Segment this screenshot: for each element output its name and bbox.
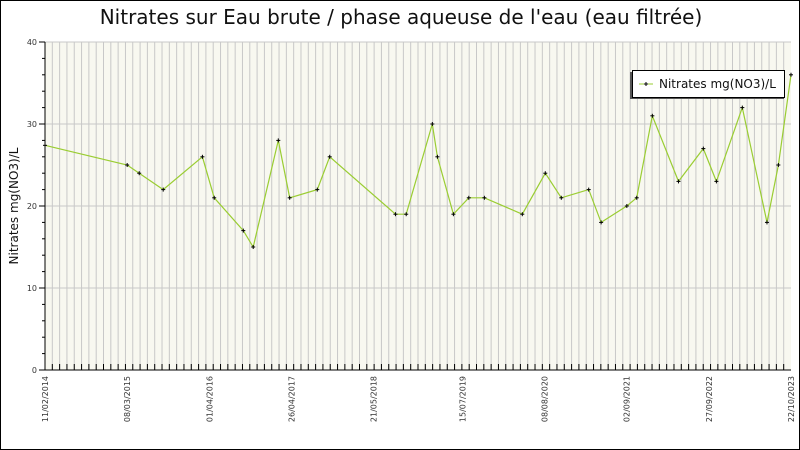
data-point xyxy=(276,138,281,143)
data-point xyxy=(624,204,629,208)
x-tick-label: 15/07/2019 xyxy=(458,376,467,422)
data-point xyxy=(789,72,793,77)
x-tick-label: 11/02/2014 xyxy=(41,376,50,422)
data-point xyxy=(43,143,47,148)
data-point xyxy=(466,195,471,200)
x-tick-label: 08/03/2015 xyxy=(123,376,132,422)
data-point xyxy=(676,179,681,184)
x-tick-label: 01/04/2016 xyxy=(205,376,214,422)
data-point xyxy=(125,163,130,167)
data-point xyxy=(559,195,564,200)
chart-title: Nitrates sur Eau brute / phase aqueuse d… xyxy=(99,5,703,29)
data-point xyxy=(435,154,440,159)
data-point xyxy=(650,113,655,118)
data-point xyxy=(451,212,456,217)
data-point xyxy=(430,122,435,126)
y-tick-label: 20 xyxy=(27,202,37,211)
legend-label: Nitrates mg(NO3)/L xyxy=(659,77,776,91)
x-tick-label: 02/09/2021 xyxy=(623,376,632,422)
series-line xyxy=(44,74,792,249)
data-point xyxy=(327,154,332,159)
legend-box xyxy=(632,70,785,98)
data-point xyxy=(764,220,769,225)
data-point xyxy=(543,171,548,176)
data-point xyxy=(586,187,591,192)
data-point xyxy=(251,245,256,249)
legend: Nitrates mg(NO3)/L xyxy=(630,70,785,99)
y-tick-label: 10 xyxy=(27,284,37,293)
data-point xyxy=(714,179,719,184)
data-point xyxy=(393,212,398,217)
data-point xyxy=(701,146,706,151)
y-axis-label: Nitrates mg(NO3)/L xyxy=(7,147,21,264)
y-tick-label: 30 xyxy=(27,120,37,129)
x-tick-label: 21/05/2018 xyxy=(370,376,379,422)
x-tick-label: 26/04/2017 xyxy=(288,376,297,422)
y-tick-label: 40 xyxy=(27,38,37,47)
data-point xyxy=(161,187,166,192)
data-point xyxy=(520,212,525,217)
data-point xyxy=(482,195,487,200)
data-point xyxy=(740,105,745,110)
x-tick-label: 22/10/2023 xyxy=(787,376,796,422)
data-point xyxy=(241,228,246,233)
data-point xyxy=(776,163,781,167)
data-point xyxy=(634,195,639,200)
x-tick-label: 27/09/2022 xyxy=(705,376,714,422)
data-point xyxy=(404,212,409,217)
data-point xyxy=(200,154,205,159)
data-point xyxy=(212,195,217,200)
data-point xyxy=(315,187,320,192)
x-tick-label: 08/08/2020 xyxy=(540,376,549,422)
data-point xyxy=(599,220,604,225)
y-tick-label: 0 xyxy=(32,366,37,375)
data-point xyxy=(287,195,292,200)
data-point xyxy=(137,171,142,176)
